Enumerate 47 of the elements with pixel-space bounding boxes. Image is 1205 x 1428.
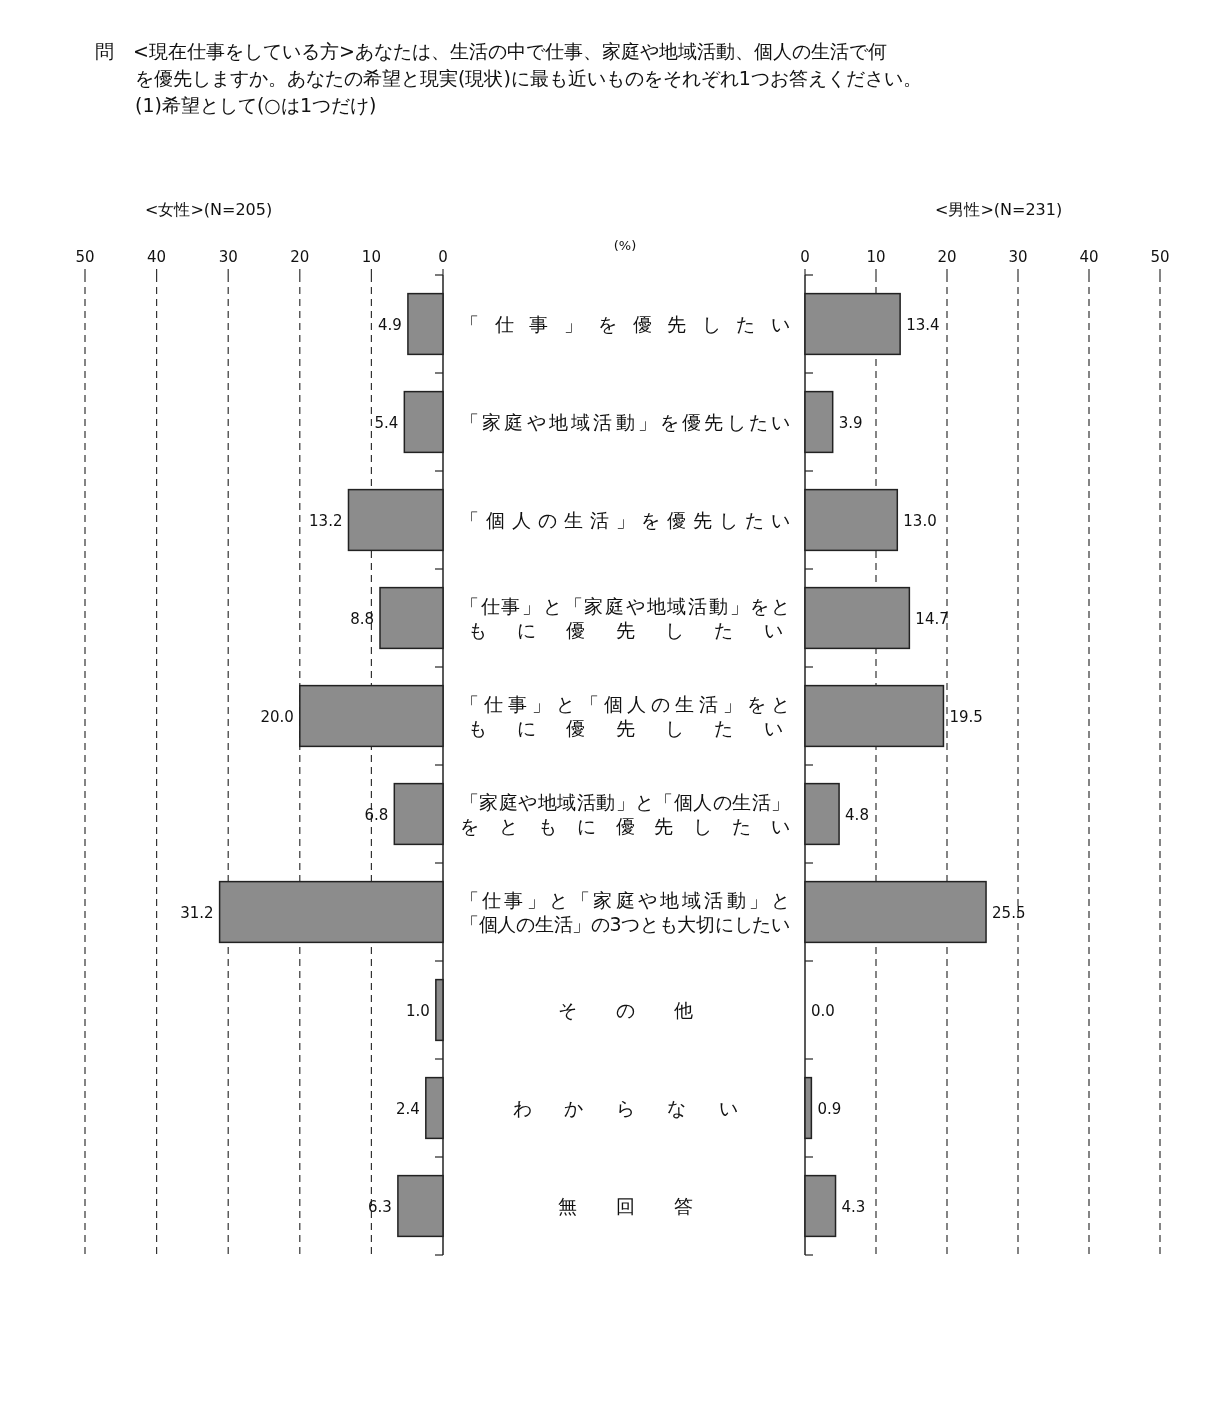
text: 問 <現在仕事をしている方>あなたは、生活の中で仕事、家庭や地域活動、個人の生活で何を優先しますか。あなたの希望と現実(現状)に最も近いものをそれぞれ1つお答えください。	[95, 40, 922, 89]
data-label: 13.2	[309, 512, 343, 530]
y-tick-label: 「仕事」と「家庭や地域活動」をともに優先したい	[460, 595, 790, 641]
x-tick-label: 30	[1008, 248, 1028, 266]
y-tick-label: 「家庭や地域活動」と「個人の生活」をともに優先したい	[460, 791, 790, 837]
data-label: 4.9	[378, 316, 402, 334]
data-label: 13.4	[906, 316, 940, 334]
x-tick-label: 30	[218, 248, 238, 266]
y-tick-label: 「個人の生活」を優先したい	[460, 509, 790, 531]
y-tick-label: 「仕事」を優先したい	[460, 313, 790, 335]
x-tick-label: 50	[75, 248, 95, 266]
data-label: 13.0	[903, 512, 937, 530]
y-tick-label: その他	[557, 999, 693, 1021]
x-tick-label: 10	[866, 248, 886, 266]
y-tick-label: 「仕事」と「家庭や地域活動」と「個人の生活」の3つとも大切にしたい	[460, 889, 790, 935]
x-tick-label: 0	[800, 248, 810, 266]
x-tick-label: 20	[937, 248, 957, 266]
y-tick-label: 「家庭や地域活動」を優先したい	[460, 411, 790, 433]
x-tick-label: 10	[361, 248, 381, 266]
y-tick-label: 「仕事」と「個人の生活」をともに優先したい	[460, 693, 790, 739]
data-label: 4.3	[841, 1198, 866, 1216]
data-label: 6.8	[364, 806, 389, 824]
data-label: 19.5	[949, 708, 983, 726]
chart-title: <男性>(N=231)	[935, 200, 1063, 219]
y-tick-label: 無回答	[557, 1195, 693, 1217]
data-label: 20.0	[260, 708, 294, 726]
x-tick-label: 40	[147, 248, 167, 266]
data-label: 6.3	[368, 1198, 392, 1216]
data-label: 2.4	[395, 1100, 420, 1118]
data-label: 31.2	[180, 904, 214, 922]
text: (%)	[613, 238, 637, 253]
x-tick-label: 0	[438, 248, 448, 266]
data-label: 25.5	[992, 904, 1026, 922]
data-label: 3.9	[838, 414, 863, 432]
data-label: 4.8	[845, 806, 869, 824]
x-tick-label: 50	[1150, 248, 1170, 266]
data-label: 0.0	[811, 1002, 835, 1020]
chart-subtitle: <女性>(N=205)	[145, 200, 273, 219]
data-label: 8.8	[350, 610, 374, 628]
data-label: 0.9	[817, 1100, 842, 1118]
y-tick-label: わからない	[512, 1097, 738, 1119]
data-label: 14.7	[915, 610, 949, 628]
text: (1)希望として(○は1つだけ)	[135, 94, 377, 116]
data-label: 5.4	[374, 414, 399, 432]
x-tick-label: 40	[1079, 248, 1099, 266]
data-label: 1.0	[405, 1002, 430, 1020]
x-tick-label: 20	[290, 248, 310, 266]
